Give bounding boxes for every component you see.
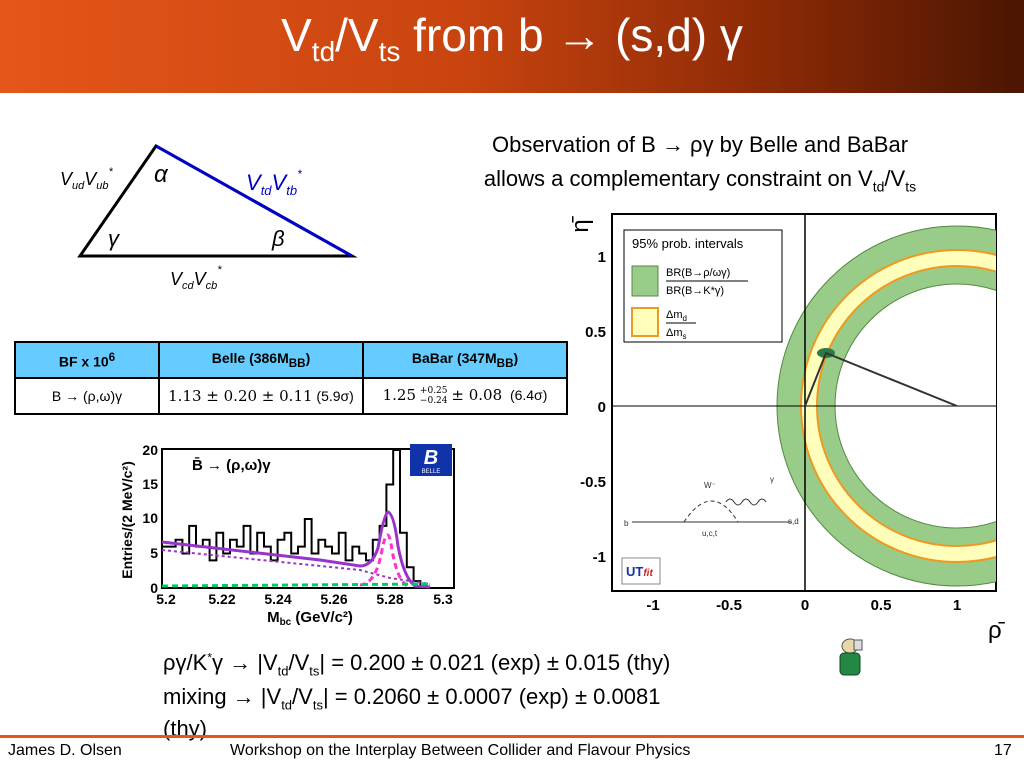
angle-beta: β	[271, 226, 285, 251]
slide-title: Vtd/Vts from b → (s,d) γ	[281, 9, 743, 68]
footer-rule	[0, 735, 1024, 738]
belle-mbc-plot: 0 5 10 15 20 5.2 5.22 5.24 5.26 5.28 5.3…	[119, 442, 455, 628]
belle-plot-label: B̄ → (ρ,ω)γ	[192, 456, 271, 474]
ut-ytick: 0.5	[585, 324, 606, 341]
angle-alpha: α	[154, 161, 169, 188]
cartoon-figure-icon	[839, 638, 863, 676]
ut-ytick: 0	[598, 399, 606, 416]
observation-line-1: Observation of B → ργ by Belle and BaBar	[491, 132, 909, 157]
xtick: 5.2	[156, 591, 176, 607]
row-label: B → (ρ,ω)γ	[14, 377, 160, 415]
data-histogram	[162, 449, 441, 589]
belle-logo: B BELLE	[410, 444, 452, 476]
xtick: 5.28	[376, 591, 403, 607]
svg-text:BR(B→K*γ): BR(B→K*γ)	[666, 285, 724, 297]
feynman-label: u,c,t	[702, 529, 718, 538]
header-belle: Belle (386MBB)	[158, 341, 364, 379]
signal-curve	[359, 533, 411, 589]
footer-author: James D. Olsen	[8, 742, 122, 759]
ut-ytick: -1	[593, 549, 606, 566]
unitarity-triangle: VudVub* VtdVtb* VcdVcb* α γ β	[60, 144, 358, 292]
babar-value: 1.25 +0.25 −0.24 ± 0.08 (6.4σ)	[362, 377, 568, 415]
ut-xtick: -1	[646, 597, 659, 614]
total-fit-curve	[161, 510, 431, 589]
xtick: 5.26	[320, 591, 347, 607]
ut-ytick: -0.5	[580, 474, 606, 491]
xtick: 5.22	[208, 591, 235, 607]
ytick: 15	[142, 476, 158, 492]
fitted-triangle	[804, 351, 958, 407]
histogram-line	[162, 449, 441, 589]
title-bar	[0, 0, 1024, 93]
feynman-label: b	[624, 519, 629, 528]
ytick: 0	[150, 580, 158, 596]
belle-value: 1.13 ± 0.20 ± 0.11 (5.9σ)	[158, 377, 364, 415]
svg-text:Δmd: Δmd	[666, 309, 687, 323]
observation-text: Observation of B → ργ by Belle and BaBar…	[390, 128, 1010, 203]
svg-text:UTfit: UTfit	[626, 564, 653, 579]
ut-ytick: 1	[598, 249, 606, 266]
svg-text:B: B	[424, 447, 438, 469]
header-bf: BF x 106	[14, 341, 160, 379]
svg-text:Δms: Δms	[666, 327, 687, 341]
xtick: 5.24	[264, 591, 291, 607]
observation-line-2: allows a complementary constraint on Vtd…	[483, 166, 917, 195]
belle-xlabel: Mbc (GeV/c²)	[267, 609, 353, 628]
ut-ylabel: η̄	[572, 215, 594, 232]
footer-workshop: Workshop on the Interplay Between Collid…	[230, 742, 691, 759]
ut-xtick: 0.5	[871, 597, 892, 614]
ut-xtick: 1	[953, 597, 961, 614]
svg-text:BELLE: BELLE	[422, 469, 441, 475]
result-line-3: (thy)	[163, 716, 207, 741]
feynman-diagram	[632, 498, 792, 523]
page-number: 17	[994, 742, 1012, 759]
other-bg-curve	[161, 582, 431, 588]
bottom-side-label: VcdVcb*	[170, 264, 222, 292]
ytick: 5	[150, 545, 158, 561]
feynman-label: W⁻	[704, 481, 716, 490]
right-side-label: VtdVtb*	[246, 167, 302, 198]
vtd-side	[155, 144, 353, 258]
ut-xlabel: ρ̄	[988, 617, 1006, 644]
ytick: 20	[142, 442, 158, 458]
xtick: 5.3	[433, 591, 453, 607]
belle-ylabel: Entries/(2 MeV/c²)	[119, 461, 135, 578]
bf-table: BF x 106 Belle (386MBB) BaBar (347MBB) B…	[14, 341, 568, 415]
ytick: 10	[142, 510, 158, 526]
header-babar: BaBar (347MBB)	[362, 341, 568, 379]
angle-gamma: γ	[108, 226, 121, 251]
ut-legend: 95% prob. intervals BR(B→ρ/ωγ) BR(B→K*γ)…	[623, 229, 783, 343]
result-line-1: ργ/K*γ → |Vtd/Vts| = 0.200 ± 0.021 (exp)…	[163, 650, 671, 679]
ut-fit-plot: b s,d W⁻ γ u,c,t 95% prob. intervals BR(…	[572, 213, 1006, 644]
feynman-label: s,d	[788, 517, 799, 526]
utfit-logo: UTfit	[621, 557, 661, 585]
result-line-2: mixing → |Vtd/Vts| = 0.2060 ± 0.0007 (ex…	[163, 684, 661, 713]
ut-xtick: -0.5	[716, 597, 742, 614]
svg-text:BR(B→ρ/ωγ): BR(B→ρ/ωγ)	[666, 267, 730, 279]
ut-xtick: 0	[801, 597, 809, 614]
feynman-label: γ	[770, 475, 774, 484]
svg-text:95% prob. intervals: 95% prob. intervals	[632, 236, 744, 251]
left-side-label: VudVub*	[60, 166, 114, 192]
